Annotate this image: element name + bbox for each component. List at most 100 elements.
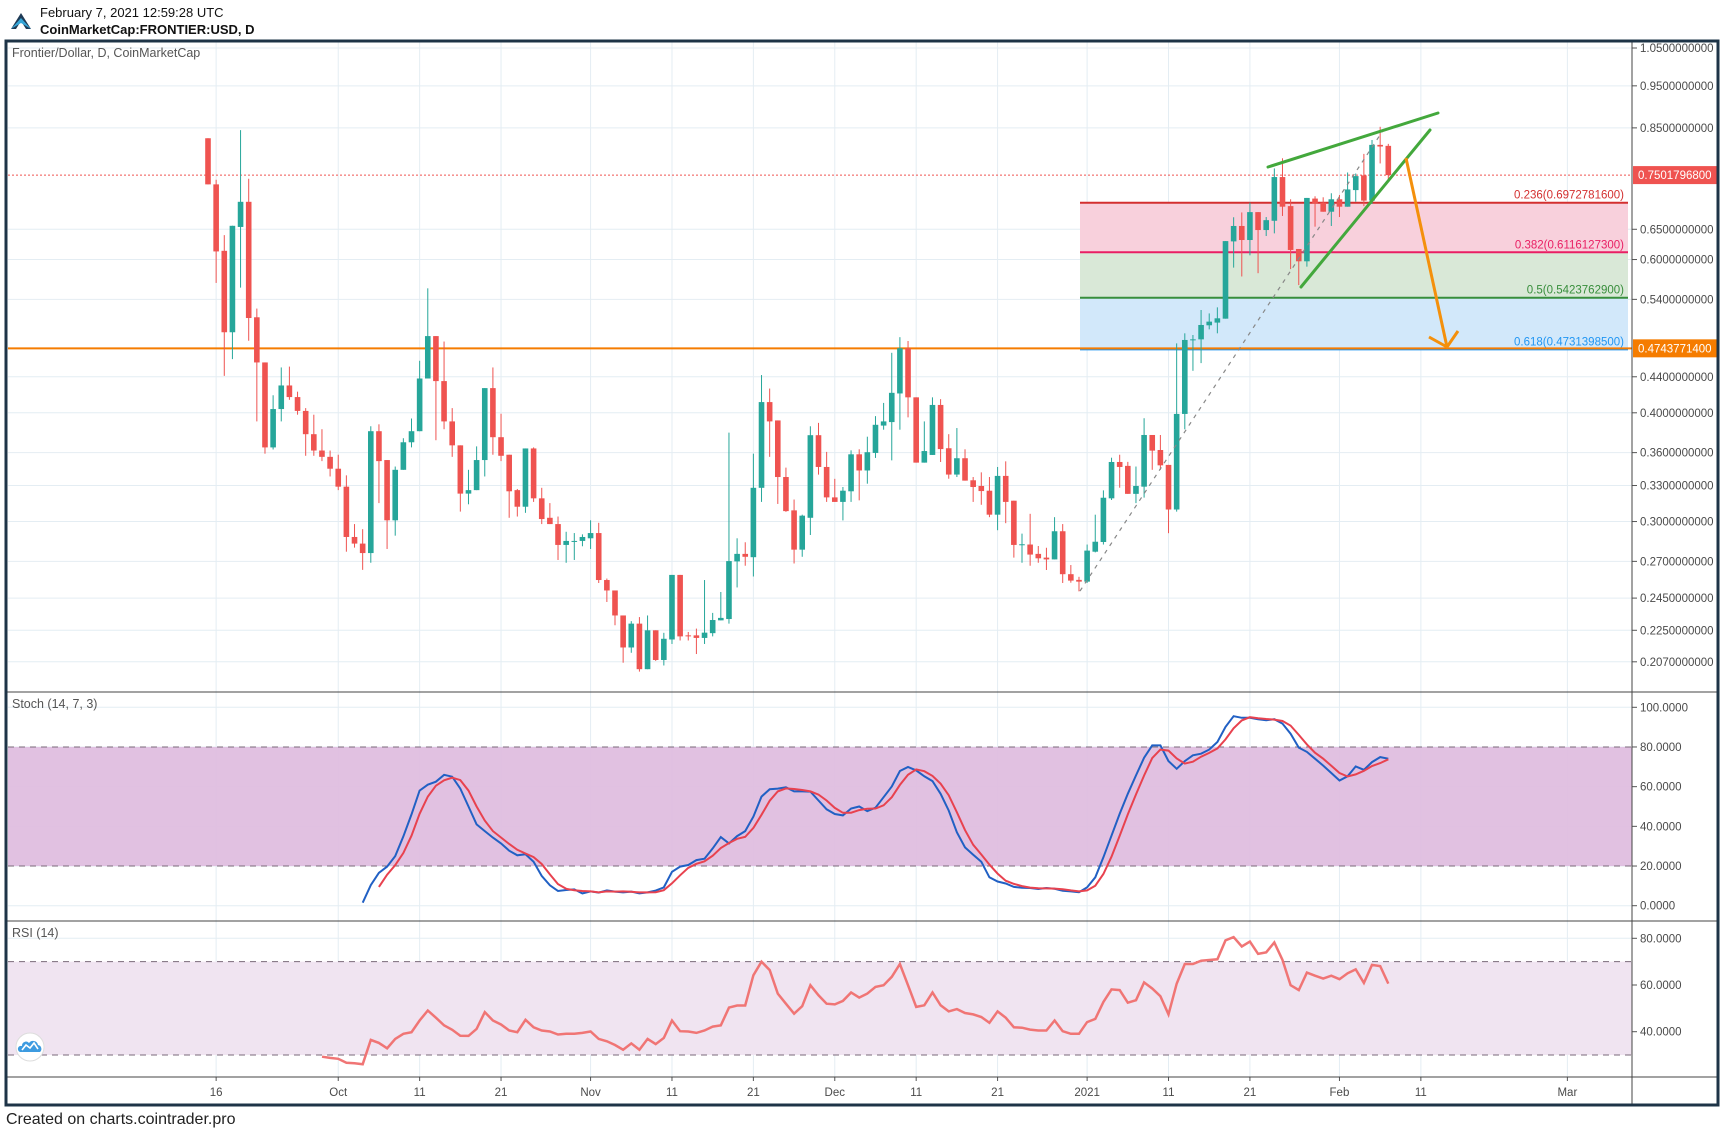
candle-body — [1312, 198, 1318, 204]
candle — [766, 388, 773, 457]
price-axis-label: 0.2070000000 — [1640, 657, 1714, 669]
candle — [734, 538, 740, 588]
rsi-pane-title: RSI (14) — [12, 926, 59, 940]
candle-body — [1092, 541, 1099, 552]
candle — [1214, 307, 1221, 334]
candle-body — [392, 469, 399, 521]
candle-body — [750, 487, 757, 558]
candle — [612, 590, 618, 626]
candle-body — [514, 490, 521, 507]
candle-body — [1295, 248, 1302, 262]
time-axis-label: Mar — [1557, 1087, 1577, 1099]
candle-body — [1336, 199, 1343, 207]
grid-lines — [8, 42, 1632, 1077]
candle — [848, 450, 854, 502]
candle-body — [685, 635, 692, 637]
candle — [726, 432, 732, 624]
candle-body — [815, 435, 822, 467]
candle-body — [945, 448, 952, 475]
footer-credit: Created on charts.cointrader.pro — [6, 1111, 236, 1128]
candle-body — [994, 475, 1001, 515]
candle-body — [1149, 434, 1156, 451]
candle-body — [848, 454, 854, 492]
candle-body — [669, 574, 675, 640]
indicator-lines — [321, 715, 1390, 1066]
candle-body — [897, 348, 903, 394]
rsi-axis-label: 60.0000 — [1640, 980, 1682, 992]
candle — [229, 225, 236, 360]
candle-body — [1019, 544, 1025, 546]
price-axis-label: 0.2450000000 — [1640, 593, 1714, 605]
candle — [1287, 199, 1294, 270]
time-axis-label: Feb — [1330, 1087, 1350, 1099]
stoch-axis-label: 60.0000 — [1640, 782, 1682, 794]
candle — [636, 617, 643, 672]
wedge-lower-line[interactable] — [1299, 128, 1432, 289]
last-price-tag-bg — [1633, 166, 1717, 185]
time-axis-label: 11 — [414, 1087, 426, 1099]
candle — [376, 424, 382, 504]
trend-drawings[interactable] — [1079, 111, 1460, 592]
price-axis-label: 0.8500000000 — [1640, 123, 1714, 135]
candle — [970, 477, 976, 502]
candle — [750, 453, 757, 577]
candle — [408, 418, 415, 448]
candle-body — [1263, 220, 1269, 231]
candle — [1238, 212, 1245, 277]
fibonacci-retracement[interactable]: 0.236(0.6972781600) 0.382(0.6116127300) 0.… — [1080, 190, 1628, 351]
candle — [1295, 248, 1302, 286]
candle — [1059, 524, 1066, 583]
candle — [1002, 461, 1009, 524]
candle — [1352, 173, 1359, 202]
wedge-upper-line[interactable] — [1266, 111, 1440, 169]
candle — [433, 336, 439, 441]
price-axis-label: 0.5400000000 — [1640, 294, 1714, 306]
candle — [1312, 196, 1318, 227]
candle — [237, 130, 244, 288]
fib-zone — [1080, 297, 1628, 350]
candle — [547, 503, 553, 525]
fib-zone — [1080, 202, 1628, 253]
candle-body — [1182, 339, 1188, 414]
trend-line-dashed[interactable] — [1079, 131, 1383, 592]
price-axis-label: 0.3000000000 — [1640, 517, 1714, 529]
stoch-axis-label: 20.0000 — [1640, 861, 1682, 873]
fib-level-label: 0.382(0.6116127300) — [1515, 239, 1624, 251]
candle-body — [661, 638, 667, 660]
candle-body — [262, 362, 268, 448]
candle-body — [319, 450, 325, 457]
candle — [1255, 212, 1261, 274]
fib-level-label: 0.5(0.5423762900) — [1527, 285, 1624, 297]
candle — [1157, 434, 1164, 470]
time-axis-label: 21 — [1244, 1087, 1257, 1099]
candle — [1076, 576, 1082, 592]
candle-body — [1279, 177, 1286, 207]
candle — [1198, 310, 1204, 364]
candle-body — [620, 615, 626, 648]
candle — [1011, 500, 1017, 558]
candle — [1108, 457, 1115, 500]
candle — [1116, 454, 1123, 488]
candle-body — [351, 536, 358, 544]
candle — [1222, 241, 1229, 319]
cointrader-cloud-icon[interactable] — [15, 1032, 45, 1062]
candle-body — [465, 490, 472, 494]
candle — [604, 578, 610, 602]
candle-body — [693, 635, 700, 638]
candle-body — [555, 524, 561, 545]
candle-body — [1059, 531, 1066, 575]
candle — [913, 397, 919, 463]
candle-body — [376, 431, 382, 462]
candle-body — [905, 348, 911, 398]
candle-body — [1361, 175, 1367, 201]
candle-body — [1247, 212, 1253, 241]
candle-body — [734, 553, 740, 562]
candle — [1141, 418, 1147, 498]
candle — [823, 451, 830, 502]
candle — [278, 367, 285, 422]
projection-arrow[interactable] — [1404, 157, 1449, 348]
price-axis-label: 0.3600000000 — [1640, 448, 1714, 460]
candle-body — [368, 431, 374, 554]
candle — [1344, 172, 1351, 207]
